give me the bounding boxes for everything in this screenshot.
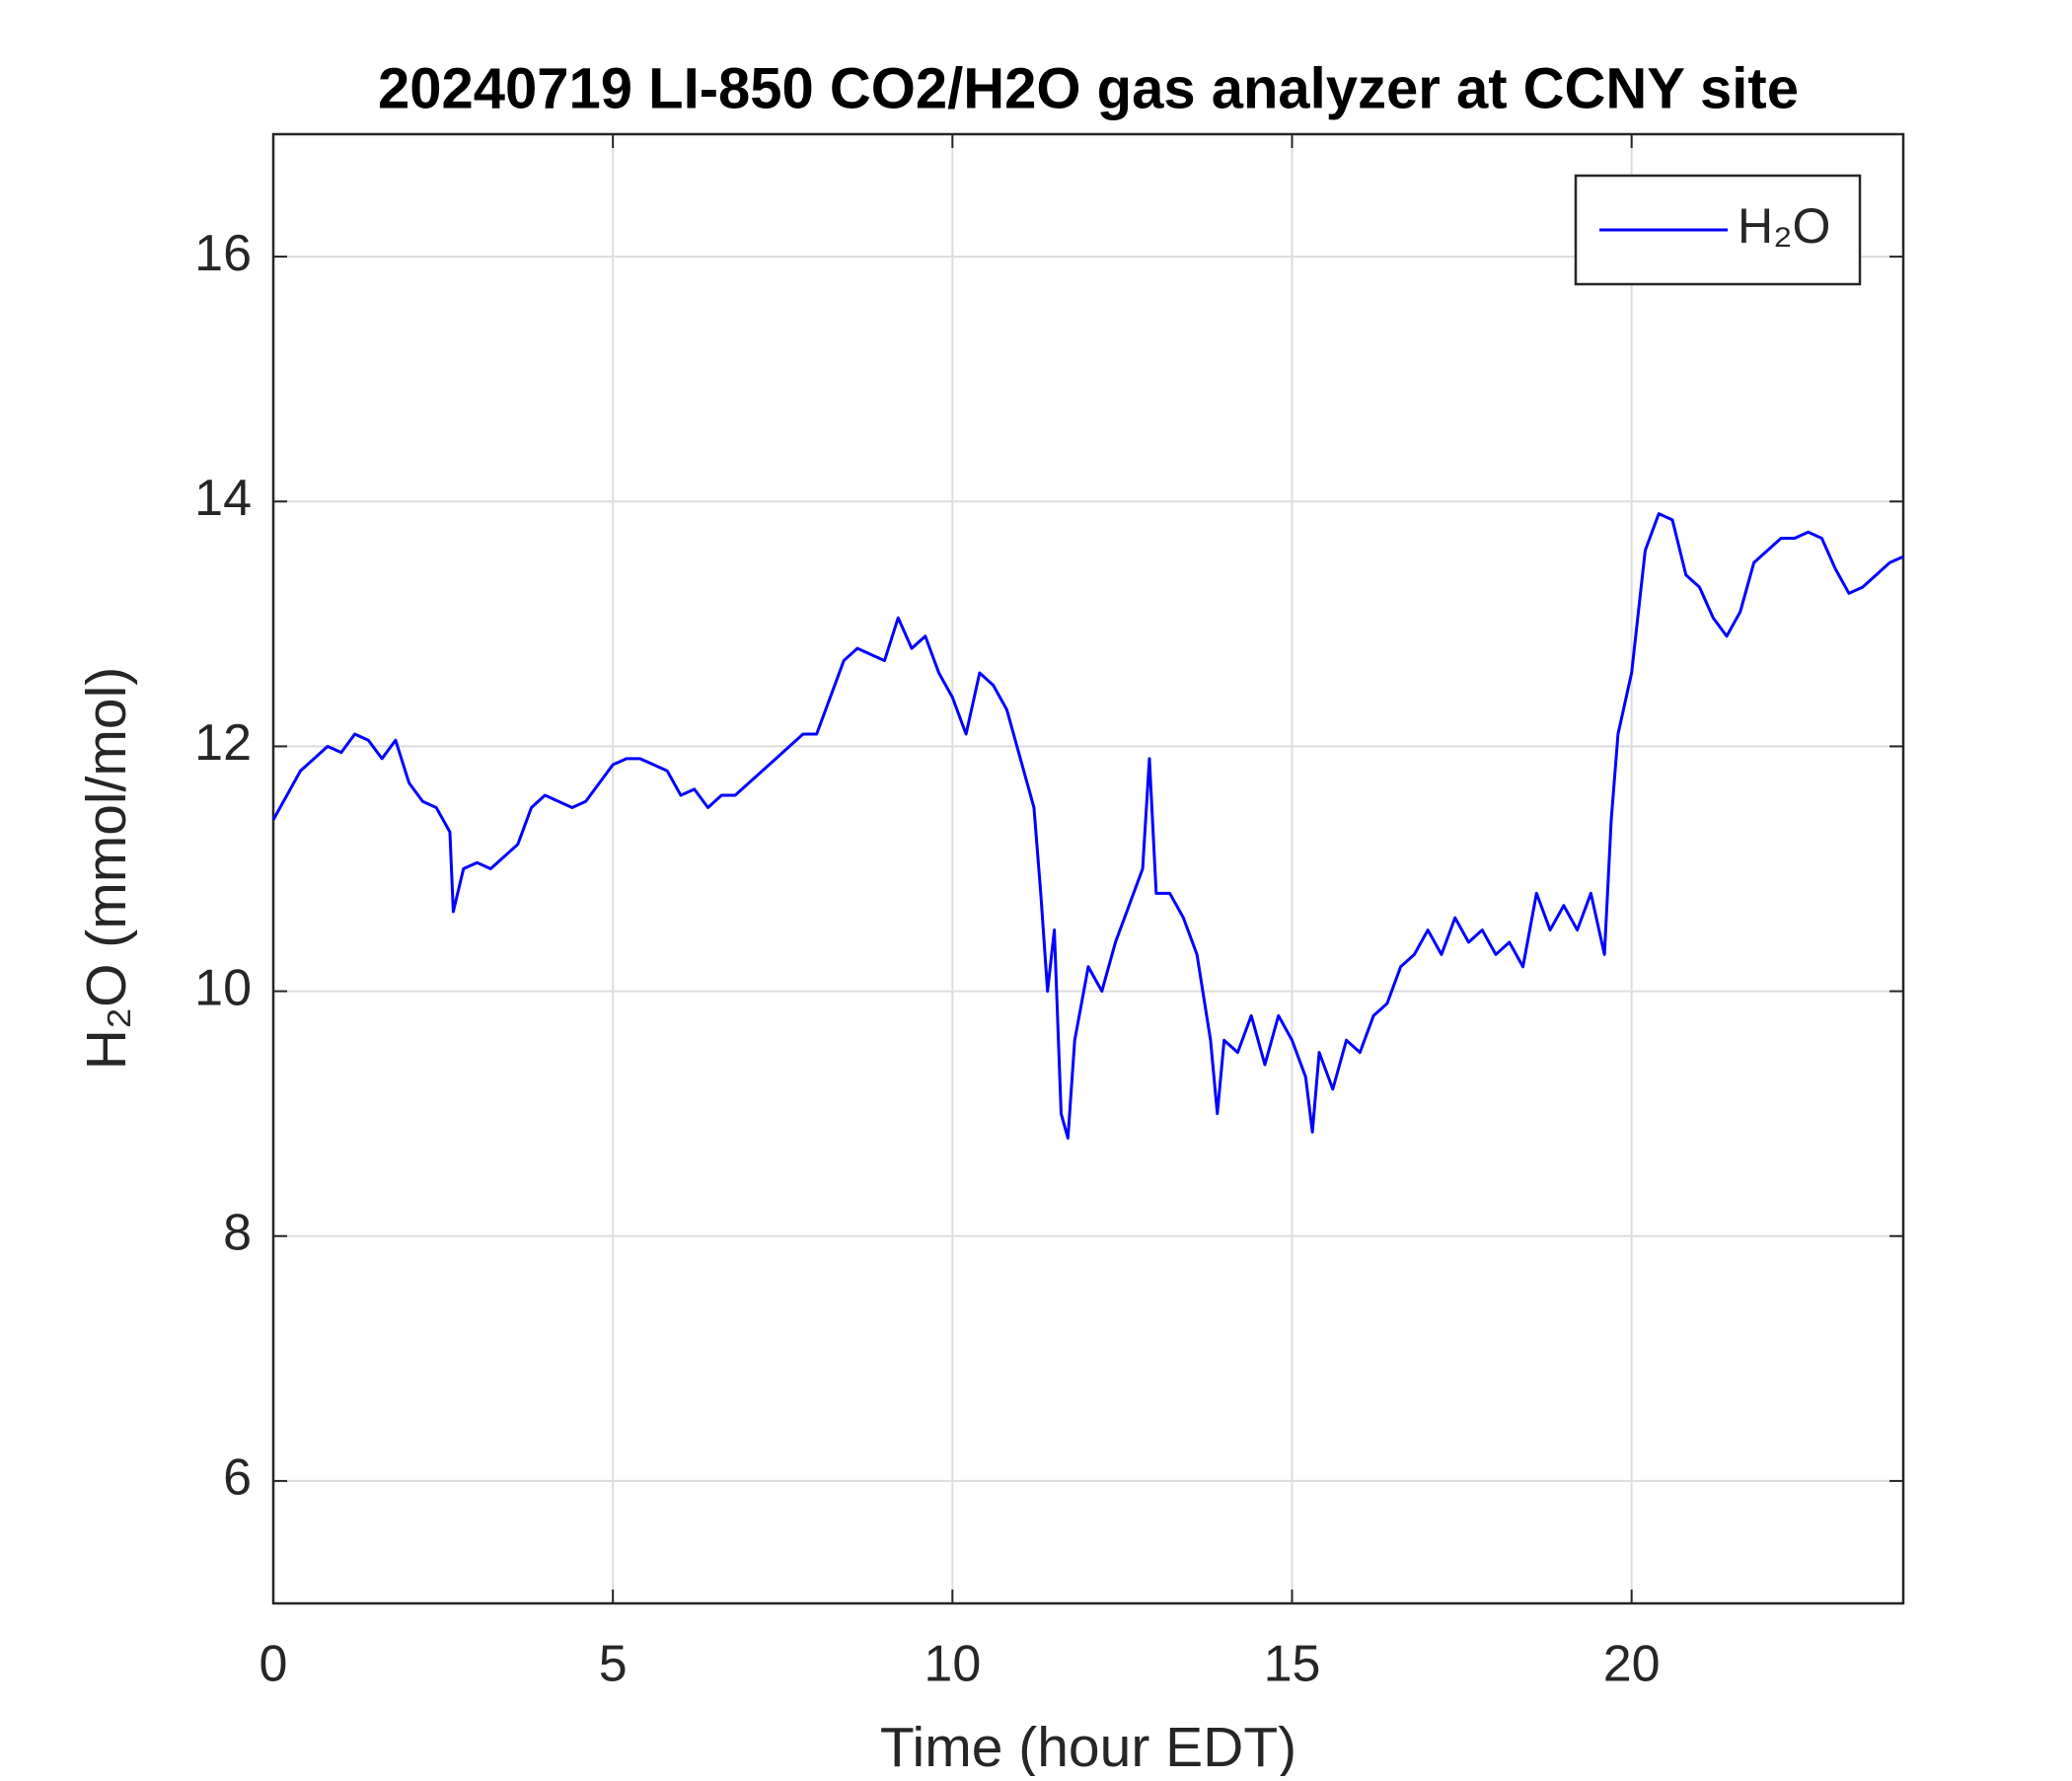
y-tick-label: 16 [194,225,252,282]
y-tick-label: 10 [194,959,252,1016]
legend-label: H₂O [1738,198,1830,254]
y-axis-label: H₂O (mmol/mol) [75,667,138,1070]
y-tick-label: 14 [194,470,252,527]
x-tick-label: 20 [1603,1636,1661,1693]
x-axis-label: Time (hour EDT) [880,1716,1296,1776]
y-tick-label: 6 [223,1449,252,1507]
x-tick-label: 5 [599,1636,628,1693]
y-tick-label: 8 [223,1204,252,1261]
data-line [271,512,1904,1140]
plot-frame [271,132,1905,1605]
x-tick-label: 15 [1264,1636,1321,1693]
x-tick-label: 10 [924,1636,981,1693]
chart-title: 20240719 LI-850 CO2/H2O gas analyzer at … [378,56,1799,120]
y-tick-label: 12 [194,714,252,772]
x-tick-label: 0 [259,1636,288,1693]
